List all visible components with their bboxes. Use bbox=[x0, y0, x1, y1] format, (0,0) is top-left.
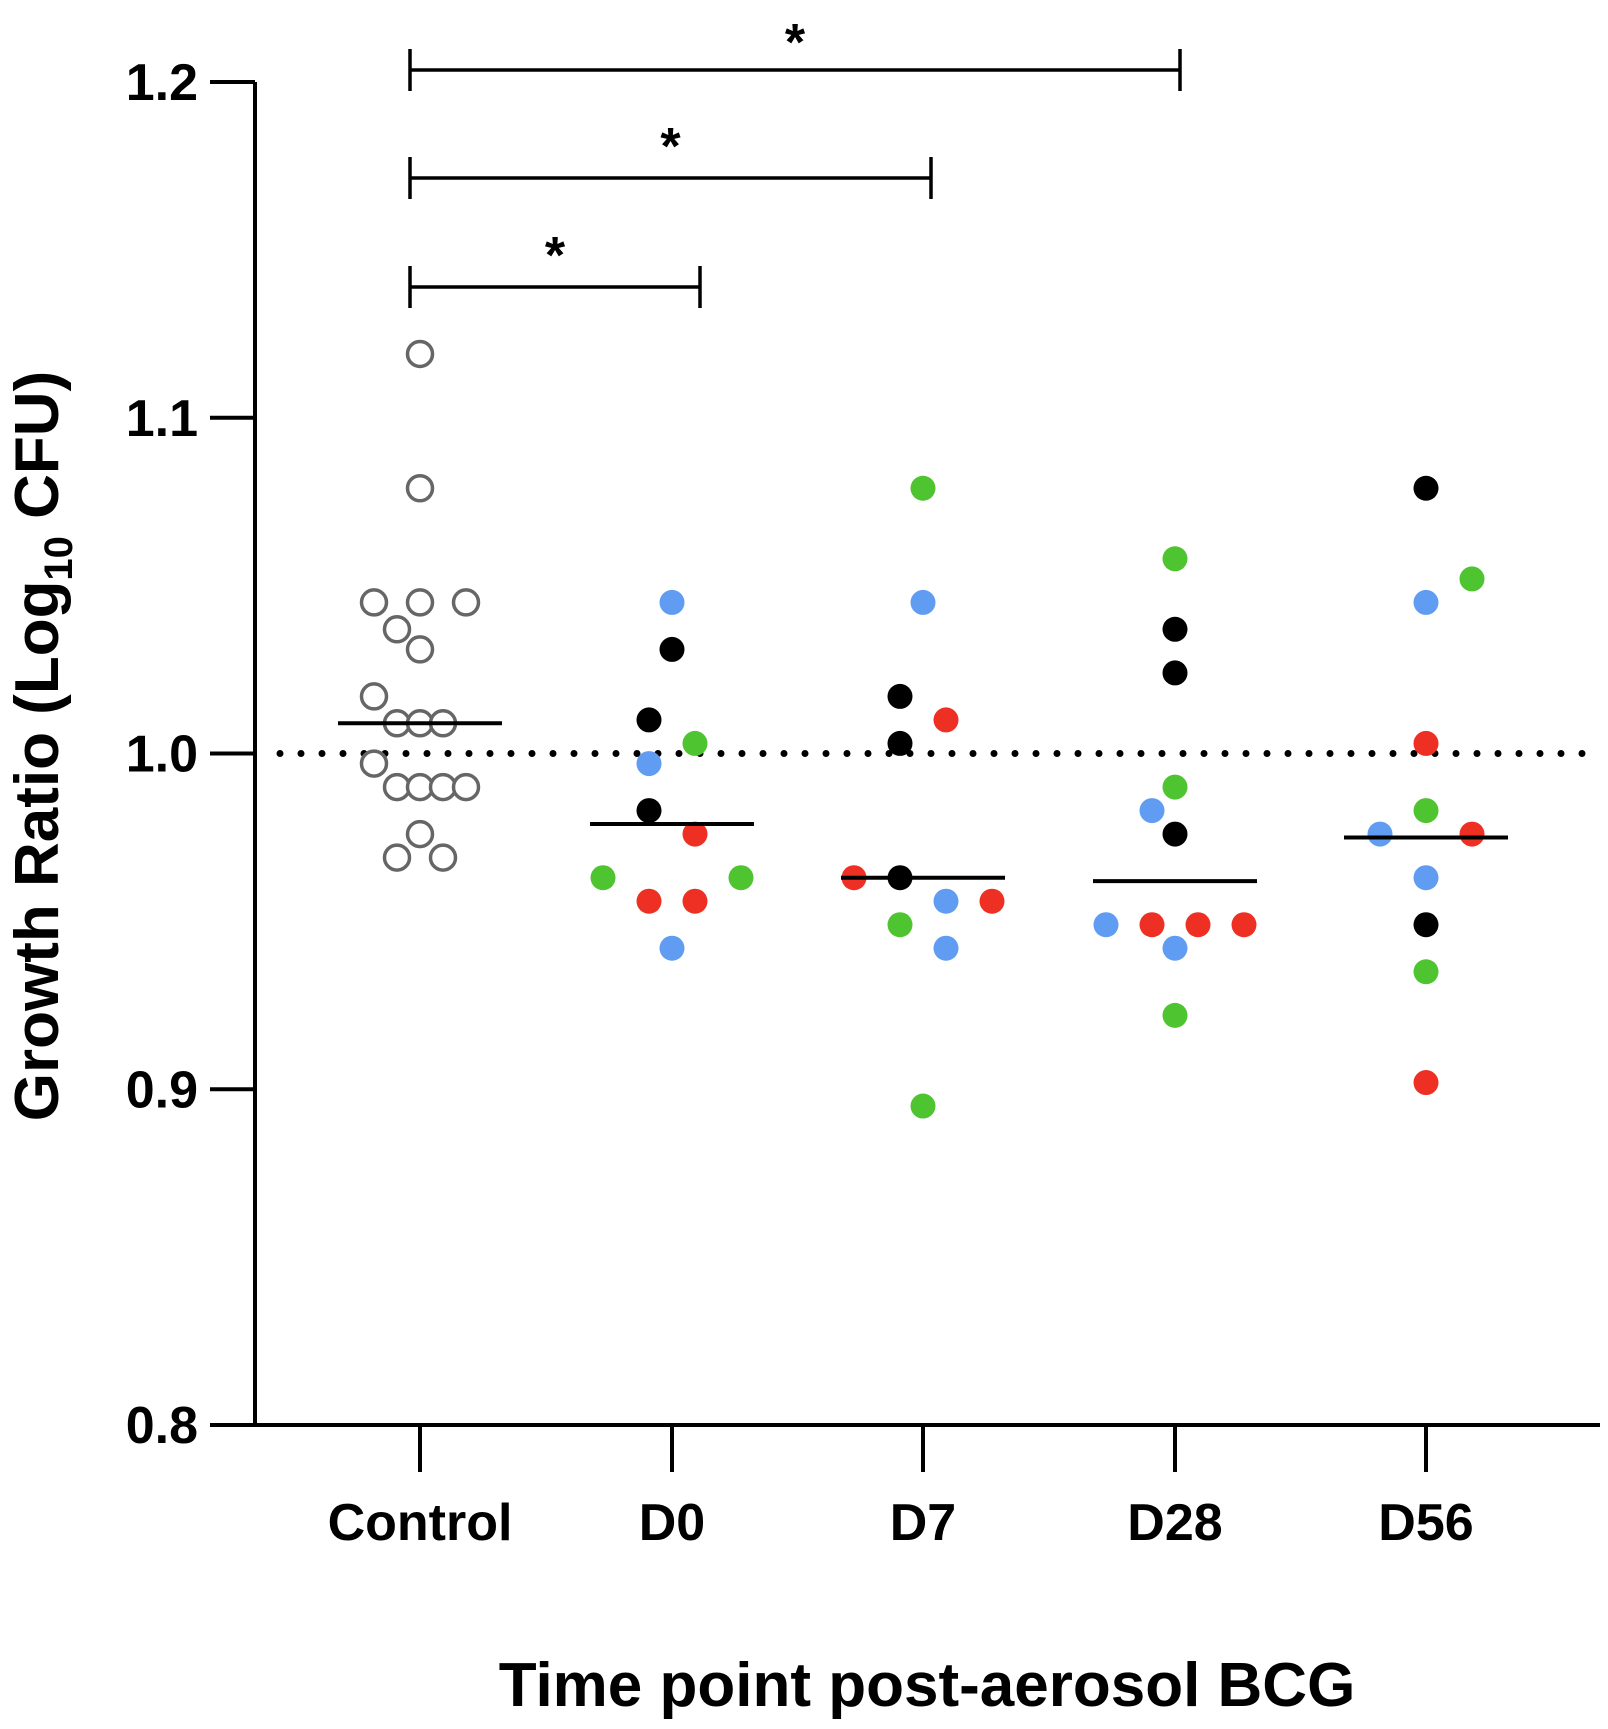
data-point-control bbox=[405, 819, 435, 849]
data-point-d28-black bbox=[1162, 616, 1188, 642]
y-tick-label: 1.1 bbox=[126, 390, 198, 448]
data-point-d56-red bbox=[1413, 1070, 1439, 1096]
significance-asterisk: * bbox=[785, 14, 806, 72]
y-axis-title-main: Growth Ratio (Log bbox=[3, 581, 72, 1122]
data-point-d7-green bbox=[887, 912, 913, 938]
significance-asterisk: * bbox=[545, 227, 566, 285]
data-point-d28-red bbox=[1231, 912, 1257, 938]
x-tick-label-d56: D56 bbox=[1378, 1494, 1473, 1552]
data-point-d0-black bbox=[636, 707, 662, 733]
data-point-d0-red bbox=[682, 888, 708, 914]
data-point-d7-red bbox=[933, 707, 959, 733]
x-axis-title: Time point post-aerosol BCG bbox=[499, 1651, 1356, 1720]
data-point-d28-black bbox=[1162, 660, 1188, 686]
data-point-control bbox=[405, 339, 435, 369]
x-tick-label-control: Control bbox=[328, 1494, 513, 1552]
data-point-control bbox=[451, 772, 481, 802]
data-point-d7-black bbox=[887, 683, 913, 709]
significance-layer: * * * bbox=[408, 14, 1182, 308]
data-point-d7-blue bbox=[910, 589, 936, 615]
points-layer bbox=[359, 339, 1485, 1119]
data-point-d28-blue bbox=[1093, 912, 1119, 938]
data-point-d56-black bbox=[1413, 475, 1439, 501]
data-point-control bbox=[451, 588, 481, 617]
data-point-d28-green bbox=[1162, 546, 1188, 572]
data-point-control bbox=[359, 749, 389, 778]
data-point-d0-green bbox=[728, 865, 754, 891]
data-point-d0-blue bbox=[636, 751, 662, 777]
x-ticks-layer: Control D0 D7 D28 D56 bbox=[328, 1425, 1474, 1552]
y-axis-title-subscript: 10 bbox=[37, 536, 81, 581]
data-point-d56-black bbox=[1413, 912, 1439, 938]
data-point-d28-green bbox=[1162, 1002, 1188, 1028]
data-point-d28-red bbox=[1139, 912, 1165, 938]
data-point-control bbox=[405, 474, 435, 503]
data-point-d56-blue bbox=[1413, 865, 1439, 891]
data-point-d0-blue bbox=[659, 589, 685, 615]
y-axis-title-end: CFU) bbox=[3, 371, 72, 536]
y-ticks-layer: 0.8 0.9 1.0 1.1 1.2 bbox=[126, 54, 255, 1455]
data-point-d0-green bbox=[590, 865, 616, 891]
y-axis-title: Growth Ratio (Log10 CFU) bbox=[3, 371, 81, 1121]
data-point-d7-green bbox=[910, 1093, 936, 1119]
data-point-control bbox=[405, 588, 435, 617]
x-tick-label-d28: D28 bbox=[1127, 1494, 1222, 1552]
data-point-d0-red bbox=[682, 821, 708, 847]
data-point-d28-black bbox=[1162, 821, 1188, 847]
data-point-d56-green bbox=[1413, 798, 1439, 824]
data-point-d56-blue bbox=[1367, 821, 1393, 847]
y-tick-label: 1.0 bbox=[126, 726, 198, 784]
data-point-control bbox=[428, 843, 458, 872]
data-point-d56-red bbox=[1413, 730, 1439, 756]
data-point-d0-red bbox=[636, 888, 662, 914]
y-tick-label: 0.9 bbox=[126, 1061, 198, 1119]
y-tick-label: 1.2 bbox=[126, 54, 198, 112]
data-point-d56-blue bbox=[1413, 589, 1439, 615]
data-point-control bbox=[382, 615, 412, 644]
data-point-d7-blue bbox=[933, 888, 959, 914]
x-tick-label-d7: D7 bbox=[890, 1494, 956, 1552]
data-point-d7-green bbox=[910, 475, 936, 501]
data-point-d0-black bbox=[659, 636, 685, 662]
data-point-d7-black bbox=[887, 730, 913, 756]
y-tick-label: 0.8 bbox=[126, 1397, 198, 1455]
axes-layer bbox=[253, 82, 1600, 1427]
data-point-d7-red bbox=[979, 888, 1005, 914]
data-point-d28-green bbox=[1162, 774, 1188, 800]
data-point-d56-green bbox=[1459, 566, 1485, 592]
data-point-d7-blue bbox=[933, 935, 959, 961]
x-tick-label-d0: D0 bbox=[639, 1494, 705, 1552]
data-point-d0-green bbox=[682, 730, 708, 756]
data-point-control bbox=[405, 635, 435, 664]
data-point-d28-blue bbox=[1139, 798, 1165, 824]
data-point-control bbox=[359, 682, 389, 711]
medians-layer bbox=[338, 721, 1508, 884]
data-point-d0-blue bbox=[659, 935, 685, 961]
data-point-d0-black bbox=[636, 798, 662, 824]
significance-asterisk: * bbox=[660, 118, 681, 176]
data-point-d28-blue bbox=[1162, 935, 1188, 961]
data-point-d56-red bbox=[1459, 821, 1485, 847]
data-point-control bbox=[382, 843, 412, 872]
data-point-d28-red bbox=[1185, 912, 1211, 938]
data-point-control bbox=[359, 588, 389, 617]
data-point-d56-green bbox=[1413, 959, 1439, 985]
